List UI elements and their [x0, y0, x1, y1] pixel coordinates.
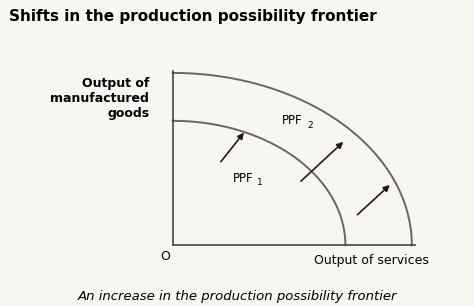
Text: Shifts in the production possibility frontier: Shifts in the production possibility fro… — [9, 9, 377, 24]
Text: O: O — [160, 250, 170, 263]
Text: 2: 2 — [307, 121, 313, 130]
Text: PPF: PPF — [232, 172, 253, 185]
Text: 1: 1 — [257, 178, 263, 187]
Text: An increase in the production possibility frontier: An increase in the production possibilit… — [77, 290, 397, 303]
Text: Output of
manufactured
goods: Output of manufactured goods — [50, 77, 149, 120]
Text: PPF: PPF — [282, 114, 303, 127]
Text: Output of services: Output of services — [314, 254, 428, 267]
